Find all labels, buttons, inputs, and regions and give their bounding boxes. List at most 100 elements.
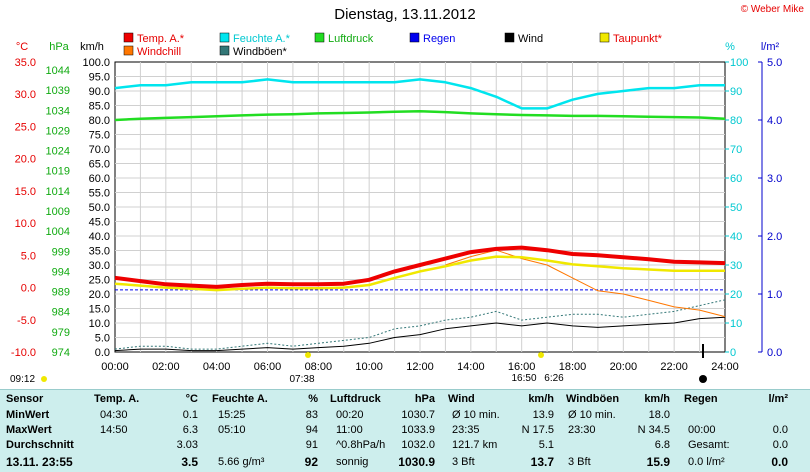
legend-label: Feuchte A.*	[233, 33, 291, 45]
stats-cell: 0.0	[771, 455, 788, 469]
stats-header-hum: Feuchte A.	[212, 393, 268, 405]
series-line-tempa	[114, 245, 726, 289]
rain-tick-label: 1.0	[767, 289, 782, 301]
stats-cell: 1033.9	[401, 424, 435, 436]
stats-cell: 92	[304, 455, 318, 469]
legend-label: Regen	[423, 33, 455, 45]
humidity-tick-label: 20	[730, 289, 742, 301]
x-tick-label: 24:00	[711, 361, 739, 373]
credit-label[interactable]: © Weber Mike	[740, 4, 804, 15]
stats-cell: 3 Bft	[568, 456, 591, 468]
stats-header-press: Luftdruck	[330, 393, 381, 405]
stats-cell: 94	[305, 424, 318, 436]
rain-tick-label: 3.0	[767, 173, 782, 185]
pressure-tick-label: 994	[52, 266, 70, 278]
x-tick-label: 20:00	[610, 361, 638, 373]
temp-tick-label: 10.0	[15, 218, 36, 230]
wind-tick-label: 65.0	[89, 159, 110, 171]
wind-tick-label: 40.0	[89, 231, 110, 243]
sunset-marker	[538, 352, 544, 358]
stats-cell: 15:25	[218, 409, 246, 421]
wind-tick-label: 75.0	[89, 130, 110, 142]
pressure-tick-label: 1029	[46, 125, 70, 137]
x-tick-label: 08:00	[305, 361, 333, 373]
legend-swatch	[599, 32, 610, 43]
pressure-tick-label: 999	[52, 246, 70, 258]
wind-axis-title: km/h	[80, 41, 104, 53]
stats-cell: 121.7 km	[452, 439, 498, 451]
stats-cell: 83	[305, 409, 318, 421]
stats-cell: 00:00	[688, 424, 716, 436]
wind-tick-label: 0.0	[95, 347, 110, 359]
humidity-tick-label: 80	[730, 115, 742, 127]
wind-tick-label: 55.0	[89, 188, 110, 200]
wind-tick-label: 25.0	[89, 275, 110, 287]
wind-tick-label: 85.0	[89, 101, 110, 113]
stats-cell: 00:20	[336, 409, 364, 421]
humidity-tick-label: 0	[730, 347, 736, 359]
temp-axis-title: °C	[16, 41, 28, 53]
pressure-tick-label: 1034	[46, 105, 70, 117]
pressure-tick-label: 1024	[46, 146, 70, 158]
humidity-tick-label: 40	[730, 231, 742, 243]
x-tick-label: 04:00	[203, 361, 231, 373]
stats-cell: Gesamt:	[688, 439, 730, 451]
sunrise-label: 07:38	[289, 374, 314, 385]
wind-tick-label: 45.0	[89, 217, 110, 229]
stats-cell: Ø 10 min.	[452, 409, 500, 421]
stats-cell: 04:30	[100, 409, 128, 421]
stats-cell: 13.7	[530, 455, 554, 469]
series-line-wind	[114, 316, 726, 352]
stats-row-label: MinWert	[6, 409, 50, 421]
wind-tick-label: 60.0	[89, 173, 110, 185]
wind-tick-label: 70.0	[89, 144, 110, 156]
stats-header-gust: Windböen	[566, 393, 620, 405]
wind-tick-label: 100.0	[82, 57, 110, 69]
stats-cell: 18.0	[648, 409, 670, 421]
humidity-tick-label: 30	[730, 260, 742, 272]
x-tick-label: 12:00	[406, 361, 434, 373]
stats-cell: 5.1	[538, 439, 554, 451]
wind-tick-label: 50.0	[89, 202, 110, 214]
legend-swatch	[314, 32, 325, 43]
pressure-tick-label: 979	[52, 327, 70, 339]
pressure-tick-label: 984	[52, 307, 70, 319]
chart-title: Dienstag, 13.11.2012	[334, 6, 476, 23]
stats-cell: 11:00	[336, 424, 363, 436]
stats-cell: 14:50	[100, 424, 128, 436]
stats-header-wind-unit: km/h	[528, 393, 554, 405]
temp-tick-label: 15.0	[15, 186, 36, 198]
sunrise-marker	[305, 352, 311, 358]
x-tick-label: 14:00	[457, 361, 485, 373]
x-tick-label: 00:00	[101, 361, 129, 373]
stats-cell: Ø 10 min.	[568, 409, 616, 421]
stats-cell: 0.0	[772, 439, 788, 451]
pressure-tick-label: 1019	[46, 166, 70, 178]
temp-tick-label: -10.0	[11, 347, 36, 359]
wind-tick-label: 35.0	[89, 246, 110, 258]
stats-row-label: MaxWert	[6, 424, 52, 436]
humidity-tick-label: 50	[730, 202, 742, 214]
stats-cell: 13.9	[532, 409, 554, 421]
wind-tick-label: 20.0	[89, 289, 110, 301]
stats-cell: 0.0	[772, 424, 788, 436]
stats-cell: 1030.9	[398, 455, 435, 469]
stats-cell: 1030.7	[401, 409, 435, 421]
x-tick-label: 22:00	[660, 361, 688, 373]
legend-swatch	[123, 45, 134, 56]
pressure-tick-label: 1014	[46, 186, 70, 198]
rain-tick-label: 4.0	[767, 115, 782, 127]
temp-tick-label: -5.0	[17, 315, 36, 327]
wind-tick-label: 15.0	[89, 304, 110, 316]
rain-tick-label: 5.0	[767, 57, 782, 69]
stats-header-temp: Temp. A.	[94, 393, 140, 405]
stats-cell: 6.3	[182, 424, 198, 436]
stats-cell: sonnig	[336, 456, 369, 468]
pressure-tick-label: 1044	[46, 65, 70, 77]
temp-tick-label: 20.0	[15, 154, 36, 166]
humidity-axis-title: %	[725, 41, 735, 53]
stats-header-rain: Regen	[684, 393, 718, 405]
stats-cell: 3.03	[176, 439, 198, 451]
stats-header-sensor: Sensor	[6, 393, 44, 405]
legend-label: Wind	[518, 33, 543, 45]
